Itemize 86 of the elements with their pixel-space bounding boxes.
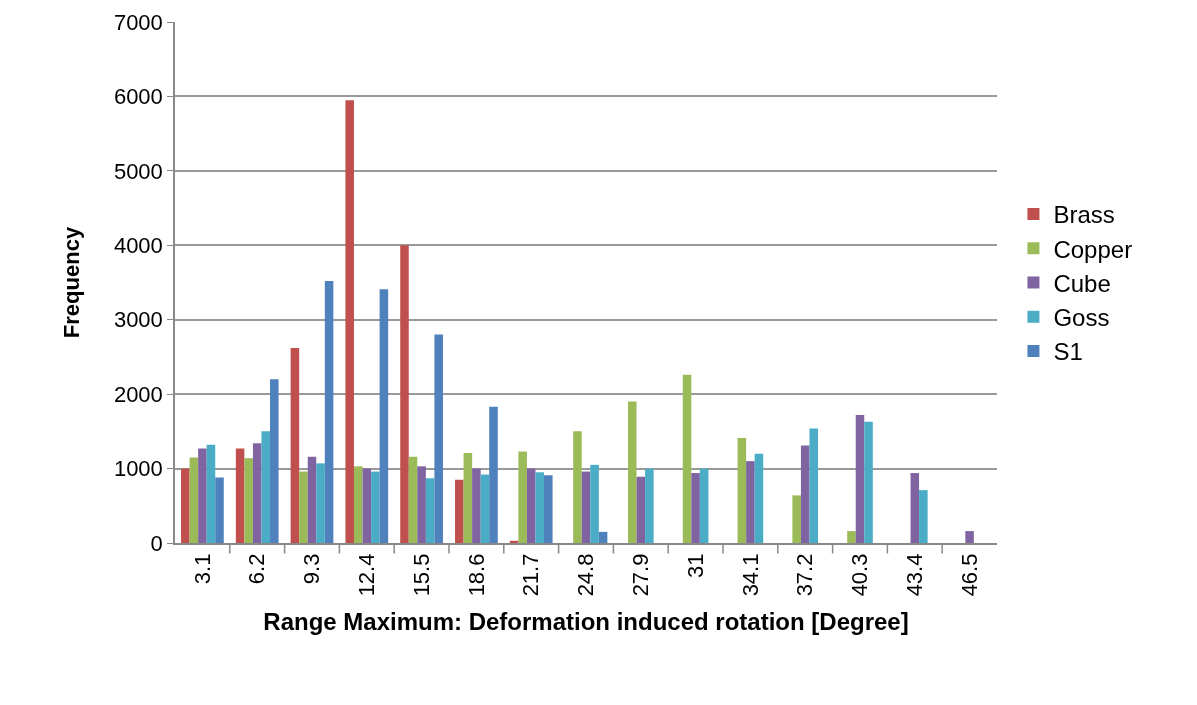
x-tick-label: 40.3	[847, 553, 873, 597]
bar	[855, 414, 865, 543]
bar	[299, 471, 308, 543]
bar	[417, 466, 426, 543]
bar	[235, 448, 245, 543]
x-axis-title: Range Maximum: Deformation induced rotation [Degree]	[263, 608, 909, 636]
bar	[472, 468, 481, 543]
x-tick-label: 34.1	[737, 553, 763, 597]
bar	[526, 468, 536, 543]
bar	[636, 476, 646, 543]
bar	[489, 406, 498, 543]
x-tick-label: 15.5	[408, 553, 434, 597]
x-tick-label: 43.4	[901, 553, 927, 597]
bar	[198, 448, 207, 543]
bar	[345, 100, 354, 543]
x-tick-label: 37.2	[792, 553, 818, 597]
bar	[362, 468, 372, 543]
x-tick-label: 24.8	[573, 553, 599, 597]
bar	[455, 479, 464, 543]
bar	[379, 289, 389, 543]
bar	[809, 428, 819, 543]
bar	[353, 466, 363, 543]
bar	[573, 431, 582, 543]
y-tick-label: 0	[150, 530, 163, 556]
bar	[215, 477, 224, 543]
bar	[581, 471, 591, 543]
y-tick-label: 5000	[113, 158, 163, 184]
bar	[800, 445, 810, 543]
y-tick-label: 2000	[113, 381, 163, 407]
bar	[965, 531, 974, 543]
x-tick-label: 3.1	[189, 553, 215, 585]
bar	[590, 464, 599, 543]
legend-label: S1	[1053, 338, 1083, 366]
x-tick-label: 6.2	[244, 553, 270, 585]
bar	[792, 495, 801, 543]
bar	[189, 457, 199, 543]
bar	[408, 456, 418, 543]
bar	[206, 444, 216, 543]
bar	[864, 421, 873, 543]
bar	[244, 458, 253, 543]
bar	[400, 245, 409, 543]
legend-label: Cube	[1053, 269, 1111, 297]
bar	[463, 452, 473, 543]
bar	[691, 473, 700, 543]
bar	[270, 379, 279, 543]
bar	[645, 468, 654, 543]
y-tick-label: 1000	[113, 456, 163, 482]
bar	[371, 471, 380, 543]
bar	[598, 531, 608, 543]
x-tick-label: 31	[682, 553, 708, 579]
y-axis-title: Frequency	[59, 226, 85, 339]
y-tick-label: 6000	[113, 84, 163, 110]
bar	[919, 490, 928, 543]
bar	[699, 468, 709, 543]
y-tick-label: 7000	[113, 9, 163, 35]
bar	[544, 475, 553, 543]
x-tick-label: 21.7	[518, 553, 544, 597]
y-tick-label: 4000	[113, 232, 163, 258]
x-tick-label: 9.3	[299, 553, 325, 585]
x-tick-label: 18.6	[463, 553, 489, 597]
bar	[307, 456, 317, 543]
bar	[754, 453, 764, 543]
bar	[181, 468, 190, 543]
bar	[480, 474, 490, 543]
bar	[324, 281, 334, 543]
bar	[290, 348, 300, 543]
bar	[847, 531, 856, 543]
bar	[746, 461, 755, 543]
legend-label: Goss	[1053, 304, 1110, 332]
bar	[425, 478, 435, 543]
legend-label: Copper	[1053, 235, 1133, 263]
bar	[261, 431, 271, 543]
bar	[682, 374, 692, 543]
bar	[518, 451, 527, 543]
bar	[535, 472, 545, 543]
bar	[737, 438, 747, 543]
legend-label: Brass	[1053, 201, 1115, 229]
bar	[316, 463, 325, 543]
x-tick-label: 46.5	[956, 553, 982, 597]
y-tick-label: 3000	[113, 307, 163, 333]
x-tick-label: 27.9	[627, 553, 653, 597]
bar	[434, 334, 443, 543]
x-tick-label: 12.4	[353, 553, 379, 597]
bar	[627, 401, 637, 543]
bar	[910, 473, 920, 543]
bar	[252, 443, 262, 543]
